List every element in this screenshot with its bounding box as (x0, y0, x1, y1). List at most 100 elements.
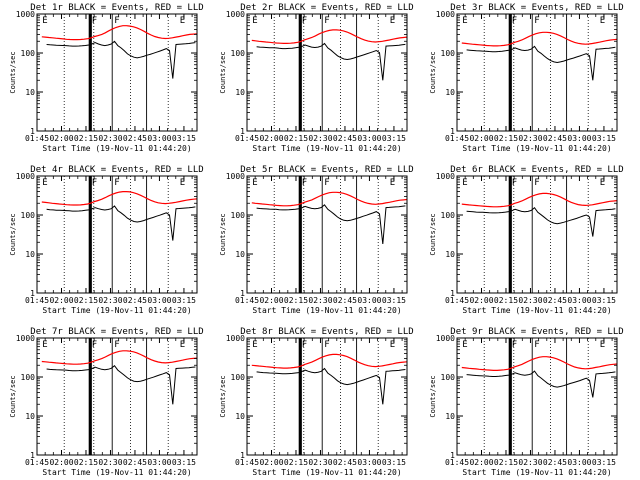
flag-label: F (92, 340, 97, 350)
x-tick-label: 02:30 (98, 458, 122, 467)
y-tick-label: 1000 (226, 172, 245, 181)
series-line-lld (251, 191, 408, 207)
y-tick-label: 1 (450, 127, 455, 136)
x-tick-label: 02:00 (49, 458, 73, 467)
flag-label: E (180, 340, 185, 350)
panel-title: Det 1r BLACK = Events, RED = LLD (30, 3, 203, 13)
y-tick-label: 10 (445, 250, 455, 259)
x-tick-label: 02:15 (284, 134, 308, 143)
x-tick-label: 02:45 (543, 134, 567, 143)
flag-label: E (390, 16, 395, 26)
x-tick-label: 03:00 (147, 296, 171, 305)
flag-label: F (512, 16, 517, 26)
plot-frame (36, 175, 198, 294)
x-tick-label: 01:45 (25, 296, 49, 305)
series-line-events (256, 204, 406, 245)
x-tick-label: 02:00 (259, 458, 283, 467)
series-line-lld (251, 353, 408, 369)
y-axis-label: Counts/sec (219, 51, 227, 93)
x-tick-label: 01:45 (235, 458, 259, 467)
x-tick-label: 02:30 (518, 458, 542, 467)
flag-label: E (600, 340, 605, 350)
y-tick-label: 100 (231, 373, 246, 382)
flag-label: E (462, 340, 467, 350)
series-line-events (46, 40, 196, 79)
x-tick-label: 02:00 (259, 296, 283, 305)
x-tick-label: 03:00 (147, 134, 171, 143)
flag-label: E (42, 178, 47, 188)
series-line-lld (41, 191, 198, 206)
panel-title: Det 8r BLACK = Events, RED = LLD (240, 327, 413, 337)
flag-label: F (114, 178, 119, 188)
x-tick-label: 02:30 (308, 458, 332, 467)
flag-label: F (512, 340, 517, 350)
y-tick-label: 1000 (16, 10, 35, 19)
panel-title: Det 2r BLACK = Events, RED = LLD (240, 3, 413, 13)
x-tick-label: 03:00 (147, 458, 171, 467)
plot-frame (456, 13, 618, 132)
y-axis-label: Counts/sec (9, 213, 17, 255)
series-line-events (466, 206, 616, 237)
flag-label: F (114, 340, 119, 350)
x-tick-label: 02:00 (49, 134, 73, 143)
y-tick-label: 10 (235, 88, 245, 97)
series-line-lld (461, 356, 618, 371)
panel-9: Det 9r BLACK = Events, RED = LLD E F F E 1 10 1… (429, 327, 624, 477)
x-tick-label: 03:15 (172, 296, 196, 305)
plot-frame (36, 13, 198, 132)
y-tick-label: 100 (441, 373, 456, 382)
x-tick-label: 03:00 (357, 458, 381, 467)
panel-2: Det 2r BLACK = Events, RED = LLD E F F E 1 10 1… (219, 3, 414, 153)
flag-label: E (600, 178, 605, 188)
panel-title: Det 3r BLACK = Events, RED = LLD (450, 3, 623, 13)
x-tick-label: 02:15 (494, 296, 518, 305)
x-tick-label: 03:15 (592, 296, 616, 305)
x-tick-label: 01:45 (235, 134, 259, 143)
flag-label: E (180, 178, 185, 188)
panel-title: Det 4r BLACK = Events, RED = LLD (30, 165, 203, 175)
flag-label: F (92, 16, 97, 26)
x-tick-label: 03:15 (172, 458, 196, 467)
x-tick-label: 01:45 (25, 458, 49, 467)
x-tick-label: 02:45 (123, 296, 147, 305)
flag-label: F (302, 340, 307, 350)
flag-label: E (252, 178, 257, 188)
x-tick-label: 02:45 (333, 134, 357, 143)
x-axis-label: Start Time (19-Nov-11 01:44:20) (462, 306, 611, 315)
y-axis-label: Counts/sec (219, 375, 227, 417)
plot-frame (456, 175, 618, 294)
x-tick-label: 01:45 (25, 134, 49, 143)
y-tick-label: 100 (231, 211, 246, 220)
y-tick-label: 10 (445, 412, 455, 421)
panel-4: Det 4r BLACK = Events, RED = LLD E F F E 1 10 1… (9, 165, 204, 315)
x-tick-label: 03:00 (357, 134, 381, 143)
x-tick-label: 02:30 (308, 296, 332, 305)
x-tick-label: 02:15 (494, 458, 518, 467)
x-tick-label: 02:30 (98, 296, 122, 305)
x-tick-label: 02:15 (74, 134, 98, 143)
panel-7: Det 7r BLACK = Events, RED = LLD E F F E 1 10 1… (9, 327, 204, 477)
x-tick-label: 02:00 (469, 134, 493, 143)
flag-label: F (302, 16, 307, 26)
x-axis-label: Start Time (19-Nov-11 01:44:20) (42, 306, 191, 315)
y-axis-label: Counts/sec (9, 375, 17, 417)
plot-frame (246, 175, 408, 294)
y-axis-label: Counts/sec (219, 213, 227, 255)
x-tick-label: 02:15 (494, 134, 518, 143)
x-tick-label: 01:45 (445, 134, 469, 143)
y-tick-label: 10 (235, 412, 245, 421)
series-line-lld (251, 29, 408, 45)
x-axis-label: Start Time (19-Nov-11 01:44:20) (462, 144, 611, 153)
flag-label: F (534, 340, 539, 350)
y-tick-label: 100 (21, 211, 36, 220)
y-axis-label: Counts/sec (9, 51, 17, 93)
plot-frame (246, 337, 408, 456)
x-tick-label: 03:15 (382, 134, 406, 143)
panel-5: Det 5r BLACK = Events, RED = LLD E F F E 1 10 1… (219, 165, 414, 315)
panel-title: Det 5r BLACK = Events, RED = LLD (240, 165, 413, 175)
x-tick-label: 02:15 (284, 458, 308, 467)
y-tick-label: 1 (240, 451, 245, 460)
y-tick-label: 10 (25, 88, 35, 97)
y-tick-label: 10 (25, 412, 35, 421)
x-axis-label: Start Time (19-Nov-11 01:44:20) (252, 306, 401, 315)
